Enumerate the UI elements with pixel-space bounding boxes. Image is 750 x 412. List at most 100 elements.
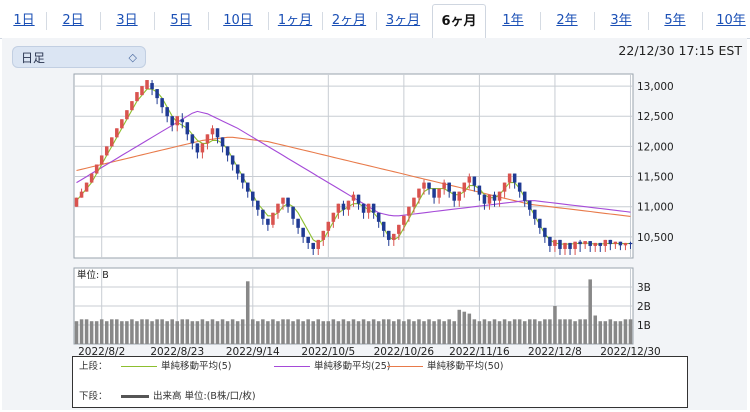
candle-body <box>205 134 210 144</box>
tab-8[interactable]: 3ヶ月 <box>385 13 421 28</box>
candle-body <box>301 227 305 237</box>
candle-body <box>311 242 315 249</box>
tab-separator <box>648 12 649 30</box>
volume-bar <box>462 311 467 344</box>
volume-bar <box>185 319 190 344</box>
x-tick-label: 2022/8/2 <box>78 346 125 358</box>
volume-bar <box>74 321 79 344</box>
tab-3[interactable]: 3日 <box>116 13 138 28</box>
tab-separator <box>540 12 541 30</box>
candle-body <box>578 241 582 245</box>
candle-body <box>507 173 512 183</box>
volume-bar <box>200 319 205 344</box>
tab-10[interactable]: 1年 <box>502 13 524 28</box>
volume-bar <box>261 319 265 344</box>
candle-body <box>321 230 326 240</box>
candle-body <box>361 203 366 213</box>
candle-body <box>381 221 386 231</box>
x-tick-label: 2022/9/14 <box>226 346 280 358</box>
candle-body <box>256 200 260 210</box>
volume-bar <box>452 321 456 344</box>
candle-body <box>623 242 628 246</box>
candle-body <box>608 239 613 245</box>
volume-bar <box>271 319 275 344</box>
price-y-tick-label: 13,000 <box>637 81 674 93</box>
candle-body <box>261 209 265 219</box>
candle-body <box>447 182 451 192</box>
tab-12[interactable]: 3年 <box>610 13 632 28</box>
volume-y-tick-label: 1B <box>637 320 651 332</box>
candle-body <box>150 83 154 90</box>
candle-body <box>568 242 572 249</box>
tab-separator <box>322 12 323 30</box>
legend-ma50: 単純移動平均(50) <box>387 360 504 374</box>
volume-bar <box>99 319 104 344</box>
legend-volume-label: 出来高 単位:(B株/口/枚) <box>153 391 256 402</box>
volume-bar <box>482 319 487 344</box>
volume-bar <box>598 321 603 344</box>
tab-2[interactable]: 2日 <box>62 13 84 28</box>
volume-bar <box>331 319 336 344</box>
candle-body <box>502 182 507 192</box>
candle-body <box>296 218 300 228</box>
candle-body <box>477 185 482 195</box>
candle-body <box>492 194 497 201</box>
volume-bar <box>538 321 542 344</box>
legend-upper-label: 上段： <box>79 361 108 372</box>
candle-body <box>538 218 542 228</box>
volume-bar <box>588 279 592 344</box>
candle-body <box>407 206 411 216</box>
volume-bar <box>457 309 462 344</box>
candle-body <box>376 212 381 222</box>
candle-body <box>175 116 180 126</box>
volume-bar <box>512 319 517 344</box>
candle-body <box>245 182 250 192</box>
candle-body <box>84 182 89 192</box>
candle-body <box>613 241 618 245</box>
tab-4[interactable]: 5日 <box>170 13 192 28</box>
volume-y-tick-label: 2B <box>637 301 651 313</box>
candle-body <box>266 218 270 225</box>
legend-lower-label: 下段： <box>79 391 108 402</box>
tab-14[interactable]: 10年 <box>716 13 746 28</box>
candle-body <box>326 221 331 231</box>
candle-body <box>341 203 346 210</box>
volume-bar <box>351 319 356 344</box>
x-tick-label: 2022/12/8 <box>528 346 582 358</box>
interval-selector-value: 日足 <box>21 51 46 65</box>
candle-body <box>155 89 159 99</box>
chart-legend: 上段： 単純移動平均(5) 単純移動平均(25) 単純移動平均(50) 下段： … <box>72 356 688 408</box>
candle-body <box>598 242 603 246</box>
candle-body <box>402 215 406 225</box>
volume-bar <box>381 319 386 344</box>
tab-11[interactable]: 2年 <box>556 13 578 28</box>
volume-bar <box>376 321 381 344</box>
volume-bar-icon <box>121 395 149 398</box>
volume-bar <box>251 319 255 344</box>
volume-bar <box>361 319 366 344</box>
timestamp: 22/12/30 17:15 EST <box>618 43 742 58</box>
candle-body <box>104 146 109 156</box>
tab-separator <box>268 12 269 30</box>
candle-body <box>356 194 361 204</box>
volume-bar <box>527 319 532 344</box>
interval-selector[interactable]: 日足 ◇ <box>12 46 146 68</box>
candle-body <box>386 230 391 240</box>
candle-body <box>135 92 139 102</box>
candle-body <box>573 241 577 249</box>
candle-body <box>291 206 295 219</box>
volume-y-tick-label: 3B <box>637 282 651 294</box>
tab-7[interactable]: 2ヶ月 <box>331 13 367 28</box>
tab-5[interactable]: 10日 <box>223 13 253 28</box>
tab-13[interactable]: 5年 <box>664 13 686 28</box>
candle-body <box>452 191 456 201</box>
volume-bar <box>245 281 250 344</box>
candle-body <box>457 191 462 201</box>
candle-body <box>331 212 336 222</box>
tab-6[interactable]: 1ヶ月 <box>277 13 313 28</box>
tab-separator <box>376 12 377 30</box>
price-plot-area <box>73 73 634 259</box>
candle-body <box>558 239 562 249</box>
tab-1[interactable]: 1日 <box>13 13 35 28</box>
